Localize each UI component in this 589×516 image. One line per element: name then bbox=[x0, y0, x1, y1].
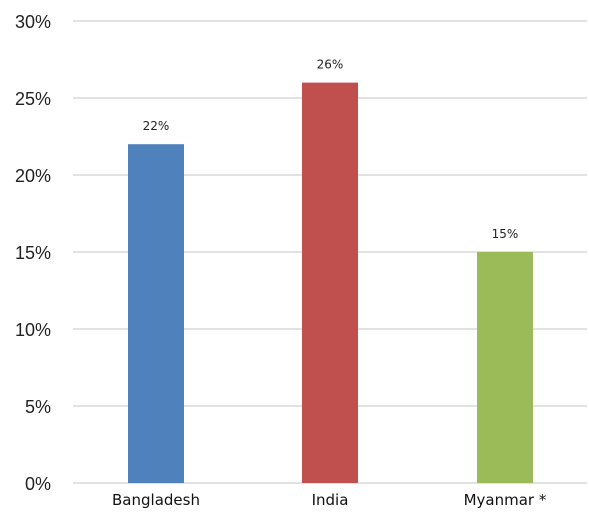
data-label: 22% bbox=[143, 119, 170, 133]
y-tick-label: 20% bbox=[15, 166, 51, 186]
y-tick-label: 10% bbox=[15, 320, 51, 340]
x-category-label: Bangladesh bbox=[112, 491, 200, 509]
y-tick-label: 0% bbox=[25, 474, 51, 494]
bars bbox=[128, 82, 533, 483]
x-axis-category-labels: Bangladesh India Myanmar * bbox=[112, 491, 547, 509]
data-label: 26% bbox=[317, 58, 344, 72]
y-tick-label: 15% bbox=[15, 243, 51, 263]
x-category-label: India bbox=[312, 491, 349, 509]
y-tick-label: 25% bbox=[15, 89, 51, 109]
data-labels: 22% 26% 15% bbox=[143, 58, 519, 241]
y-tick-label: 5% bbox=[25, 397, 51, 417]
bar-india bbox=[302, 82, 358, 483]
bar-myanmar bbox=[477, 252, 533, 483]
y-tick-label: 30% bbox=[15, 12, 51, 32]
bar-bangladesh bbox=[128, 144, 184, 483]
x-category-label: Myanmar * bbox=[464, 491, 547, 509]
y-axis-tick-labels: 0% 5% 10% 15% 20% 25% 30% bbox=[15, 12, 51, 494]
data-label: 15% bbox=[492, 227, 519, 241]
